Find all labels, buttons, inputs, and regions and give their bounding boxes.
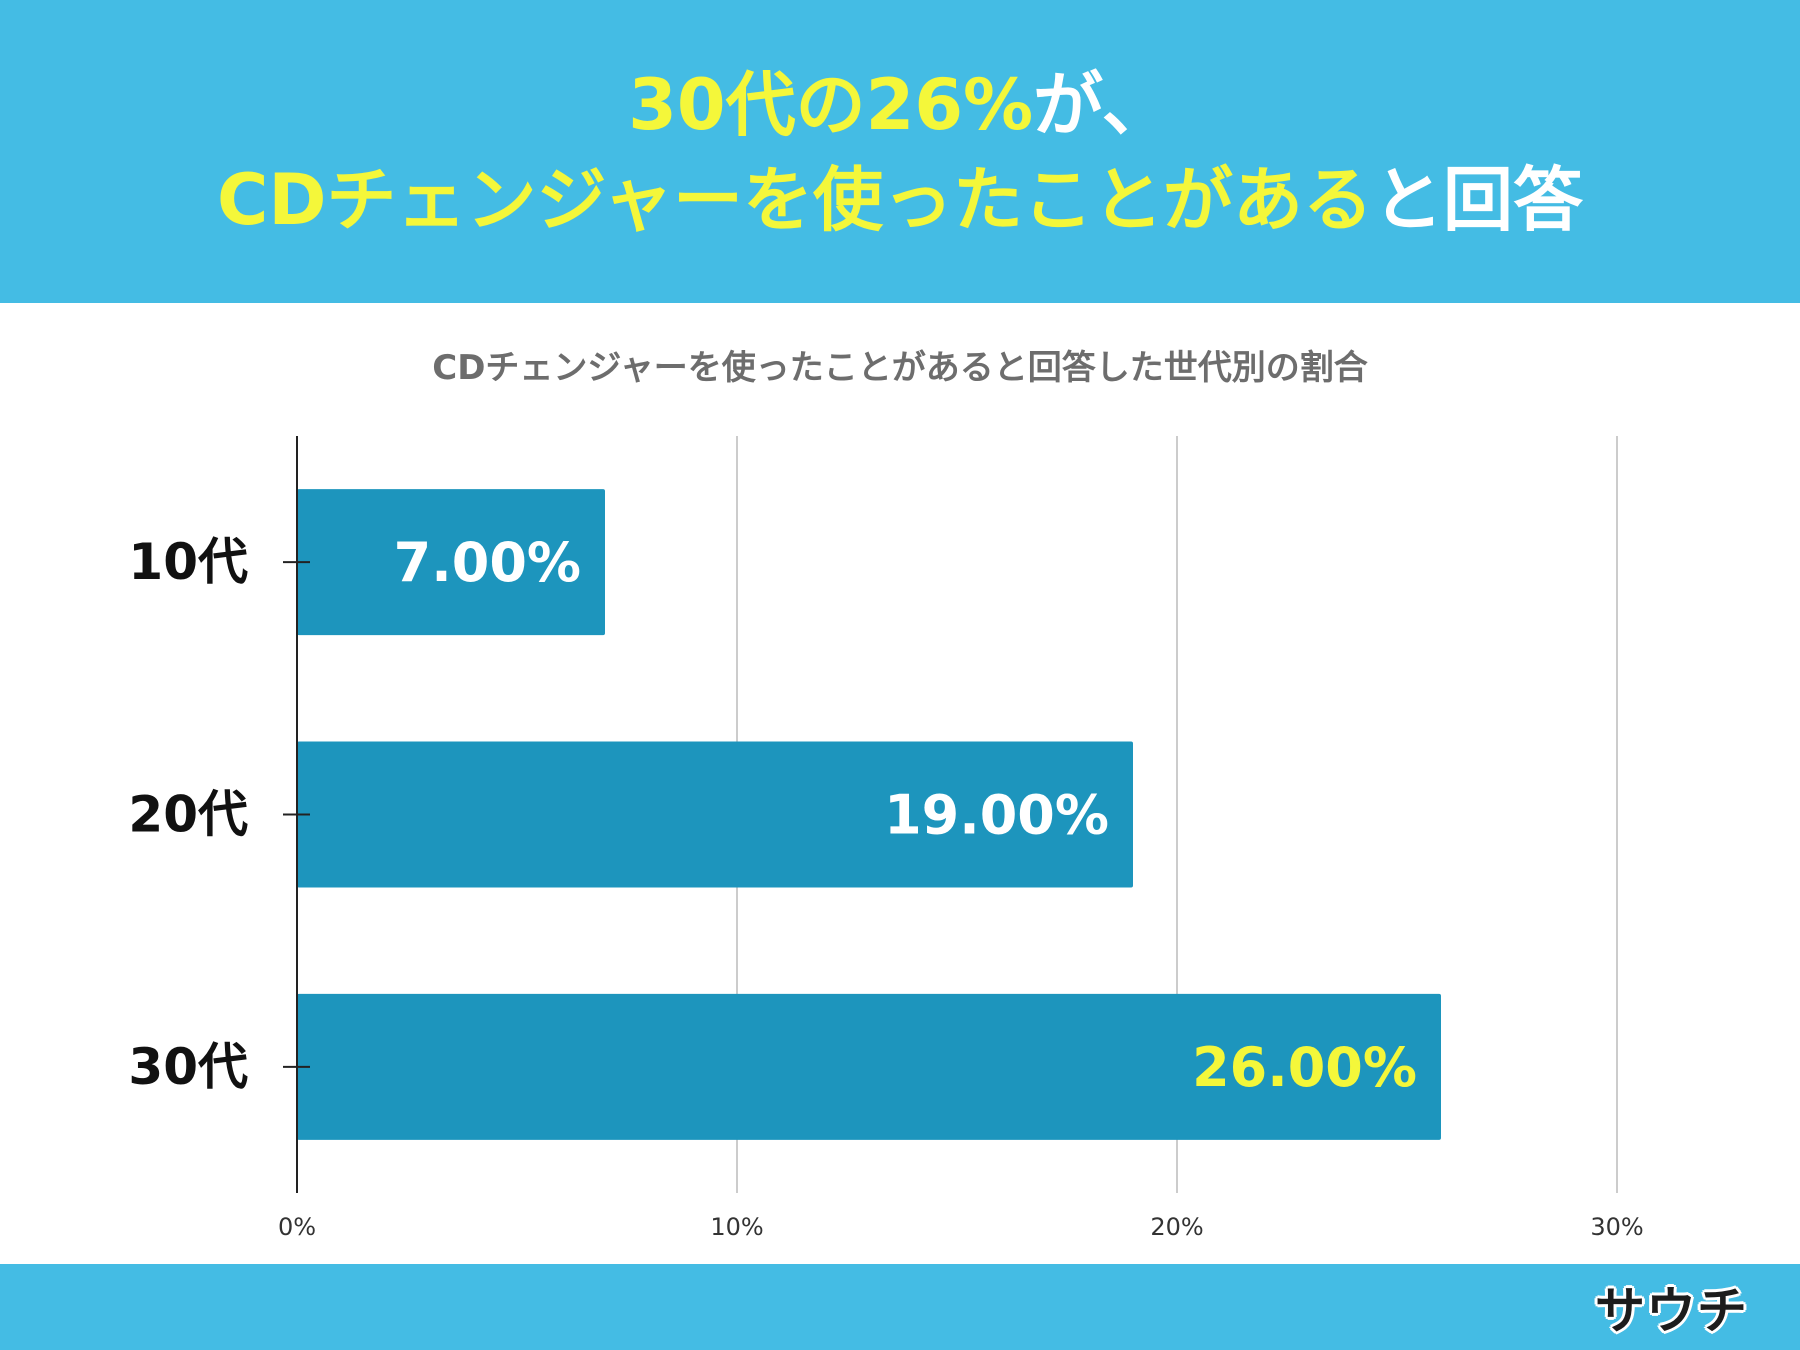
headline-highlight: CDチェンジャーを使ったことがある <box>217 159 1373 241</box>
x-tick-label: 10% <box>710 1213 763 1241</box>
bar <box>297 993 1441 1140</box>
data-label: 19.00% <box>884 784 1109 847</box>
data-label: 26.00% <box>1192 1036 1417 1099</box>
y-tick-label: 20代 <box>128 786 248 844</box>
bar-chart: 0% 10% 20% 30% 7.00% 10代 19.00% 20代 26.00% 30代 <box>128 436 1644 1241</box>
x-tick-label: 0% <box>278 1213 316 1241</box>
headline-highlight: 30代の26% <box>628 64 1034 146</box>
chart-title: CDチェンジャーを使ったことがあると回答した世代別の割合 <box>432 348 1368 388</box>
footer-banner: サウチ <box>0 1264 1800 1350</box>
y-tick-label: 30代 <box>128 1038 248 1096</box>
bar <box>297 741 1133 888</box>
y-tick-label: 10代 <box>128 533 248 591</box>
x-tick-label: 20% <box>1150 1213 1203 1241</box>
headline-text: と回答 <box>1372 159 1583 241</box>
x-tick-label: 30% <box>1590 1213 1643 1241</box>
brand-logo-text: サウチ <box>1595 1282 1748 1340</box>
data-label: 7.00% <box>394 531 581 594</box>
bar <box>297 489 605 636</box>
header-banner: 30代の26%が、 CDチェンジャーを使ったことがあると回答 <box>0 0 1800 303</box>
headline-text: が、 <box>1033 64 1172 146</box>
headline-line-2: CDチェンジャーを使ったことがあると回答 <box>0 155 1800 245</box>
brand-logo: サウチ <box>1595 1276 1748 1340</box>
headline-line-1: 30代の26%が、 <box>0 60 1800 150</box>
